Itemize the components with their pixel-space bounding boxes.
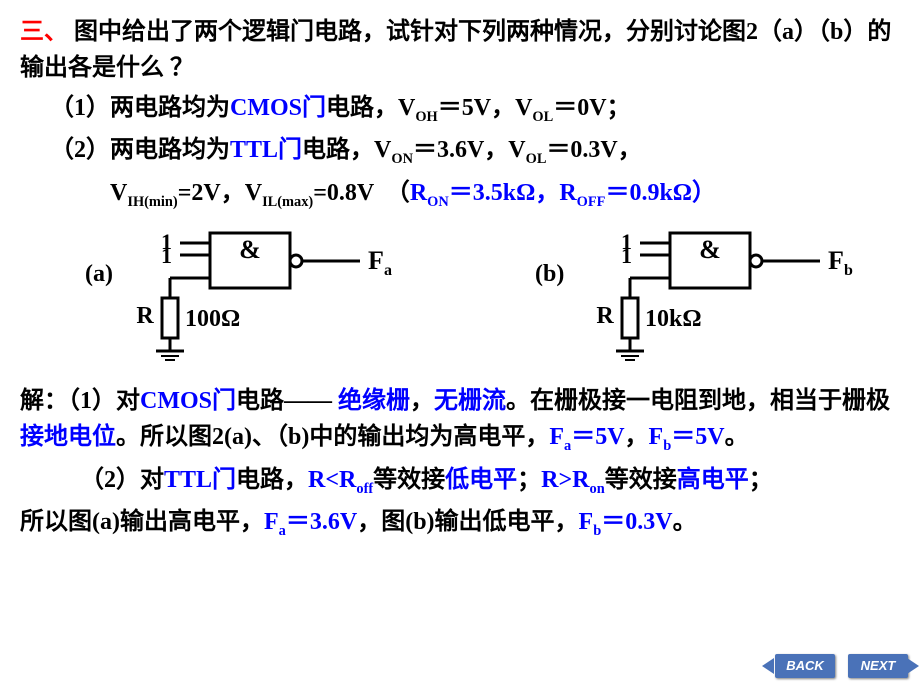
svg-text:b: b: [844, 262, 853, 279]
title-text: 图中给出了两个逻辑门电路，试针对下列两种情况，分别讨论图2（a）（b）的输出各是…: [20, 19, 891, 81]
back-arrow-icon: [760, 654, 774, 678]
condition-2b: VIH(min)=2V，VIL(max)=0.8V （RON＝3.5kΩ，ROF…: [110, 175, 900, 213]
svg-text:F: F: [828, 246, 844, 275]
svg-text:&: &: [699, 235, 721, 264]
diagrams-row: & 1 1 F a R 100Ω (: [20, 223, 900, 363]
solution-2: （2）对TTL门电路，R<Roff等效接低电平；R>Ron等效接高电平；: [20, 462, 900, 500]
svg-text:1: 1: [161, 243, 172, 268]
back-button[interactable]: BACK: [775, 654, 835, 678]
circuit-a-svg: & 1 1 F a R 100Ω (: [60, 223, 420, 363]
diagram-a: & 1 1 F a R 100Ω (: [60, 223, 420, 363]
condition-1: （1）两电路均为CMOS门电路，VOH＝5V，VOL＝0V；: [50, 90, 900, 128]
svg-text:(b): (b): [535, 261, 564, 287]
next-label: NEXT: [861, 658, 896, 673]
section-number: 三、: [20, 19, 68, 45]
svg-text:R: R: [596, 303, 614, 329]
svg-text:100Ω: 100Ω: [185, 306, 240, 332]
svg-text:F: F: [368, 246, 384, 275]
condition-2: （2）两电路均为TTL门电路，VON＝3.6V，VOL＝0.3V，: [50, 132, 900, 170]
svg-text:a: a: [384, 262, 392, 279]
circuit-b-svg: & 1 1 F b R 10kΩ (b): [500, 223, 860, 363]
diagram-b: & 1 1 F b R 10kΩ (b): [500, 223, 860, 363]
next-arrow-icon: [907, 654, 920, 678]
back-label: BACK: [786, 658, 824, 673]
svg-text:&: &: [239, 235, 261, 264]
svg-text:R: R: [136, 303, 154, 329]
svg-text:1: 1: [621, 243, 632, 268]
title-line: 三、 图中给出了两个逻辑门电路，试针对下列两种情况，分别讨论图2（a）（b）的输…: [20, 14, 900, 86]
solution-1: 解：（1）对CMOS门电路—— 绝缘栅，无栅流。在栅极接一电阻到地，相当于栅极接…: [20, 383, 900, 457]
svg-text:(a): (a): [85, 261, 113, 287]
next-button[interactable]: NEXT: [848, 654, 908, 678]
svg-text:10kΩ: 10kΩ: [645, 306, 702, 332]
solution-3: 所以图(a)输出高电平，Fa＝3.6V，图(b)输出低电平，Fb＝0.3V。: [20, 504, 900, 542]
